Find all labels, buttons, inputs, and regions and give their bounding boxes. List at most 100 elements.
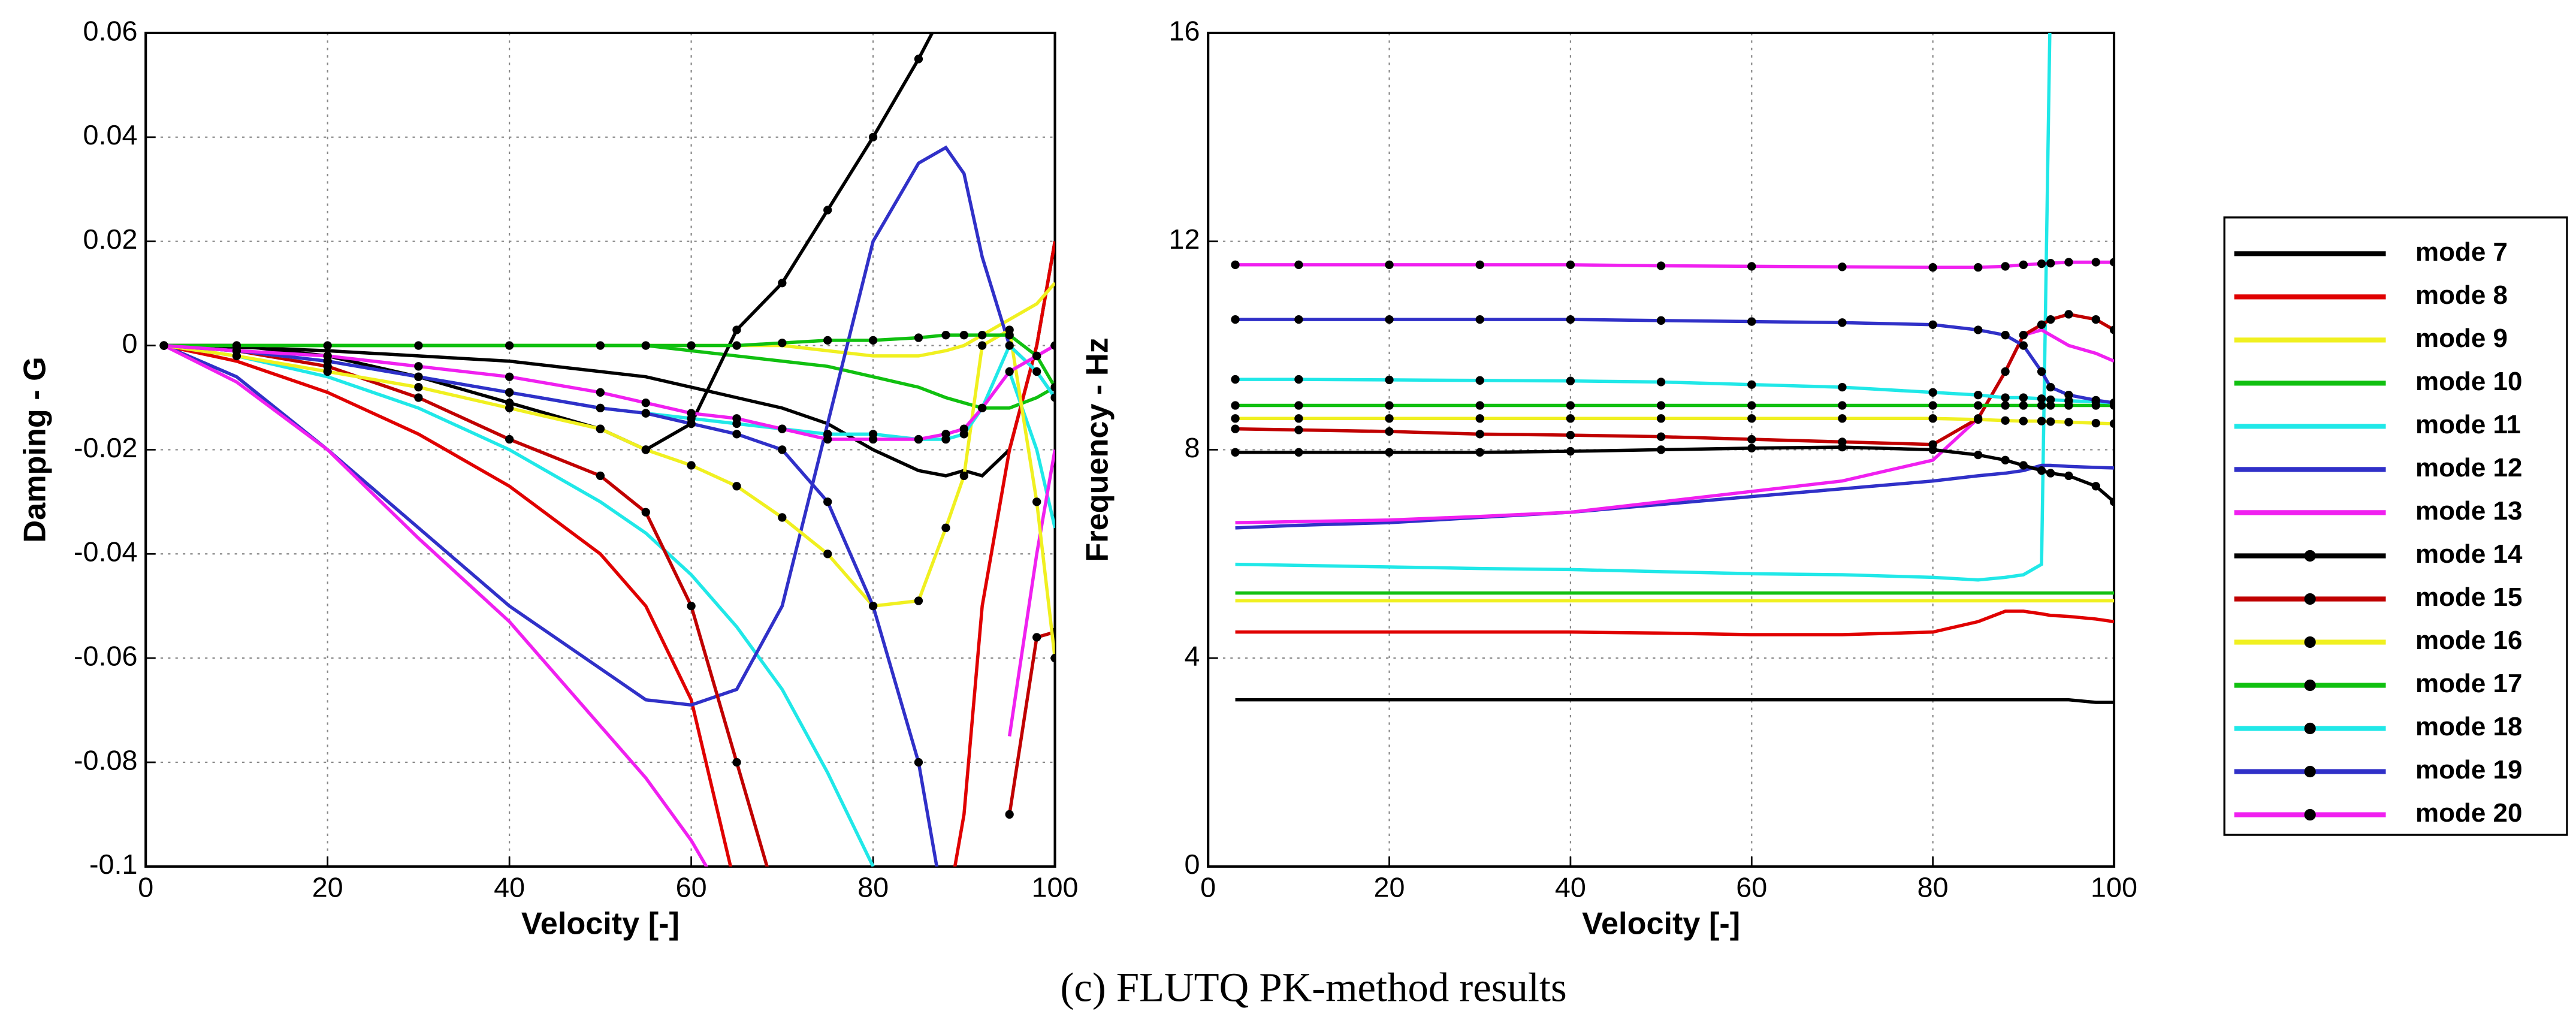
series-marker xyxy=(414,372,423,381)
series-marker xyxy=(2037,320,2046,329)
legend-label: mode 20 xyxy=(2415,798,2522,828)
series-marker xyxy=(914,55,923,64)
series-group xyxy=(159,32,1055,867)
series-marker xyxy=(1974,325,1983,334)
series-marker xyxy=(914,434,923,444)
series-marker xyxy=(1475,401,1484,410)
series-marker xyxy=(959,471,968,481)
series-marker xyxy=(1838,382,1847,392)
series-marker xyxy=(1747,434,1756,444)
series-marker xyxy=(1231,260,1240,269)
legend-marker xyxy=(2304,722,2316,735)
series-marker xyxy=(868,132,878,141)
series-marker xyxy=(1294,414,1303,423)
legend-marker xyxy=(2304,679,2316,692)
series-line xyxy=(164,327,1055,659)
series-marker xyxy=(2019,341,2028,350)
series-marker xyxy=(1385,315,1394,324)
series-marker xyxy=(1928,320,1937,329)
series-marker xyxy=(1747,262,1756,271)
series-marker xyxy=(1231,315,1240,324)
series-marker xyxy=(641,341,650,350)
series-marker xyxy=(914,758,923,767)
series-marker xyxy=(1974,415,1983,424)
series-line xyxy=(164,241,1055,478)
series-marker xyxy=(1231,401,1240,410)
series-marker xyxy=(1566,430,1575,440)
series-marker xyxy=(2064,310,2073,319)
x-tick-label: 40 xyxy=(1555,872,1586,903)
series-marker xyxy=(1974,263,1983,272)
legend-label: mode 12 xyxy=(2415,453,2522,482)
series-line xyxy=(164,343,939,867)
series-marker xyxy=(1050,382,1055,392)
x-tick-label: 100 xyxy=(2091,872,2137,903)
series-marker xyxy=(2037,259,2046,268)
series-marker xyxy=(2109,419,2115,428)
series-marker xyxy=(2037,466,2046,475)
series-line xyxy=(163,344,1055,867)
series-marker xyxy=(941,331,950,340)
series-marker xyxy=(732,325,741,334)
series-marker xyxy=(1050,653,1055,663)
y-tick-label: 8 xyxy=(1184,432,1200,463)
series-marker xyxy=(414,362,423,371)
y-axis-label: Frequency - Hz xyxy=(1080,337,1115,562)
series-marker xyxy=(1005,367,1014,376)
series-marker xyxy=(2046,382,2055,392)
legend-marker xyxy=(2304,636,2316,648)
x-tick-label: 60 xyxy=(676,872,707,903)
series-marker xyxy=(1747,443,1756,452)
plot: 0 20 40 60 80 100 0 4 8 12 16 Velocity [-] Frequency… xyxy=(1080,15,2137,941)
series-line xyxy=(1235,32,2052,582)
series-marker xyxy=(232,346,241,355)
series-line xyxy=(163,145,1055,707)
series-marker xyxy=(1656,378,1666,387)
series-marker xyxy=(1385,401,1394,410)
series-marker xyxy=(823,336,832,345)
y-tick-label: 12 xyxy=(1168,224,1200,255)
series-marker xyxy=(1385,427,1394,436)
series-marker xyxy=(641,445,650,454)
series-marker xyxy=(1838,318,1847,327)
series-marker xyxy=(596,424,605,433)
series-marker xyxy=(2109,497,2115,506)
series-marker xyxy=(1838,262,1847,271)
series-marker xyxy=(1566,401,1575,410)
series-marker xyxy=(1231,424,1240,433)
series-line xyxy=(163,241,1055,867)
series-marker xyxy=(1294,260,1303,269)
legend-label: mode 8 xyxy=(2415,280,2508,310)
series-marker xyxy=(2037,367,2046,376)
series-marker xyxy=(2019,331,2028,340)
series-marker xyxy=(2046,469,2055,478)
series-marker xyxy=(959,424,968,433)
legend-box xyxy=(2223,216,2568,836)
series-marker xyxy=(1231,414,1240,423)
series-marker xyxy=(414,341,423,350)
series-marker xyxy=(1050,393,1055,402)
series-marker xyxy=(2046,315,2055,324)
series-marker xyxy=(1566,446,1575,456)
legend-label: mode 9 xyxy=(2415,324,2508,353)
series-marker xyxy=(1475,430,1484,439)
series-marker xyxy=(641,508,650,517)
series-marker xyxy=(1747,380,1756,389)
series-marker xyxy=(823,550,832,559)
x-tick-label: 40 xyxy=(494,872,525,903)
series-marker xyxy=(778,445,787,454)
series-marker xyxy=(978,403,987,413)
y-tick-label: 0.02 xyxy=(83,224,138,255)
series-marker xyxy=(778,424,787,433)
y-tick-label: -0.04 xyxy=(74,536,138,568)
series-marker xyxy=(1838,437,1847,446)
series-marker xyxy=(1974,390,1983,400)
series-marker xyxy=(1294,315,1303,324)
series-marker xyxy=(414,382,423,392)
series-marker xyxy=(1032,633,1041,642)
series-marker xyxy=(1566,315,1575,324)
series-line xyxy=(1235,318,2115,405)
series-marker xyxy=(1838,401,1847,410)
series-marker xyxy=(687,409,696,418)
